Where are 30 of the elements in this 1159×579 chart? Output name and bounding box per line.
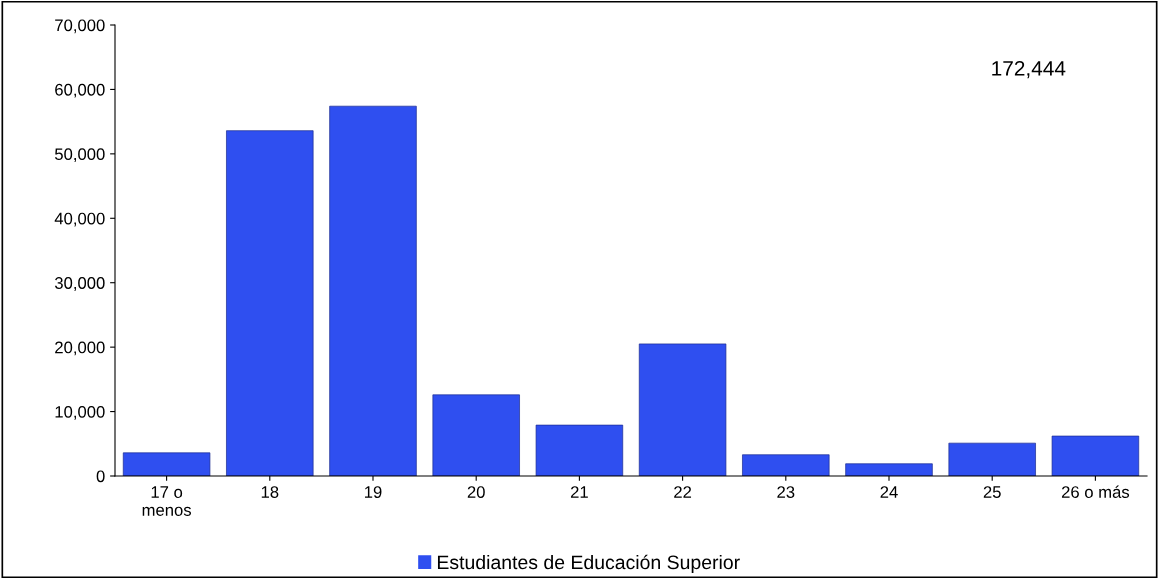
bar	[742, 454, 830, 476]
x-tick-label: 19	[365, 486, 382, 498]
x-tick-label: 18	[261, 486, 279, 498]
bar	[1051, 435, 1140, 476]
x-tick-label: 21	[570, 486, 588, 498]
bar	[845, 463, 933, 476]
x-tick-label: 22	[674, 486, 692, 498]
bar	[432, 394, 520, 476]
bar	[226, 130, 314, 476]
x-tick-label: 25	[983, 486, 1001, 498]
y-tick-label: 50,000	[54, 148, 105, 163]
bar	[948, 442, 1036, 476]
y-tick-label: 70,000	[55, 19, 105, 34]
x-tick-label: 24	[880, 486, 898, 498]
x-tick-label: 20	[467, 486, 485, 498]
y-tick-label: 30,000	[54, 277, 105, 291]
y-tick-label: 60,000	[55, 83, 105, 98]
x-tick-label: 23	[777, 486, 795, 498]
bar	[638, 343, 727, 476]
y-tick-label: 40,000	[54, 212, 105, 227]
bar	[122, 452, 211, 476]
bar	[535, 424, 624, 476]
y-tick-label: 10,000	[55, 405, 105, 420]
y-tick-label: 0	[96, 470, 105, 483]
bar	[329, 105, 417, 476]
annotation: 172,444	[992, 60, 1066, 79]
legend-label: Estudiantes de Educación Superior	[437, 554, 740, 574]
y-tick-label: 20,000	[55, 341, 105, 356]
x-tick-label: 17 o menos	[142, 486, 192, 516]
x-tick-label: 26 o más	[1061, 485, 1130, 498]
